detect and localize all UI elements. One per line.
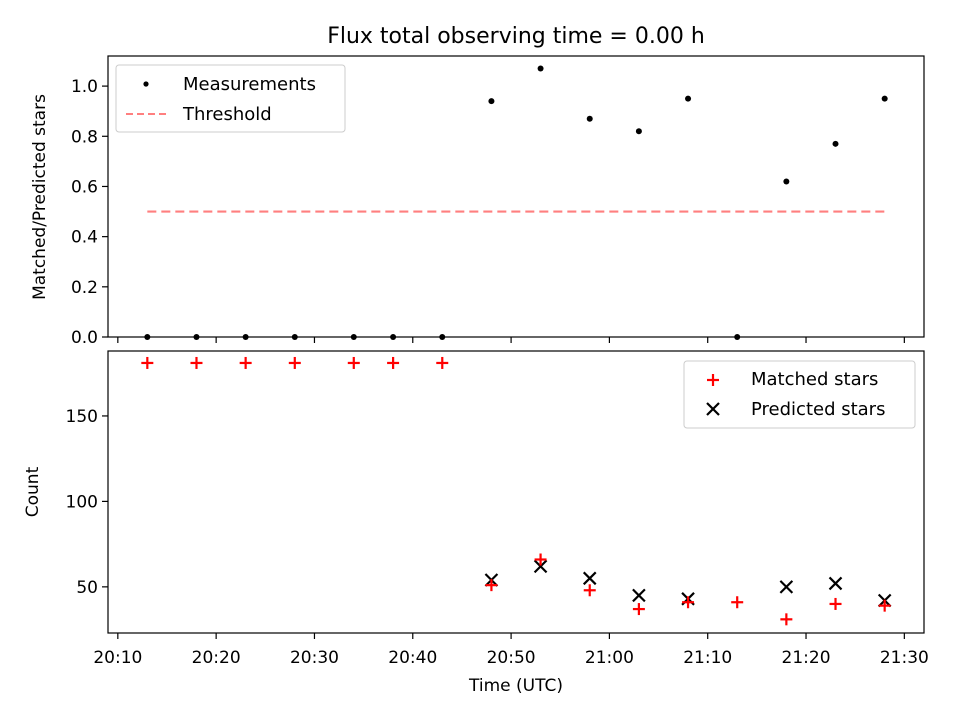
bottom-y-tick-label: 50 [76, 578, 98, 598]
bottom-panel: Count Time (UTC) 50 100 150 20:10 20:20 20:3… [23, 350, 929, 696]
legend-predicted-label: Predicted stars [751, 399, 885, 420]
matched-star-point [485, 579, 498, 592]
top-legend-box [115, 64, 346, 133]
bottom-x-tick-label: 20:20 [192, 648, 241, 668]
predicted-star-point [779, 580, 794, 594]
matched-star-point [190, 356, 203, 369]
matched-star-point [141, 356, 154, 369]
matched-star-point [347, 356, 360, 369]
top-y-tick-label: 0.4 [71, 228, 98, 248]
bottom-legend: Matched stars Predicted stars [683, 360, 916, 429]
top-y-tick-label: 1.0 [71, 77, 98, 97]
bottom-plot-frame [107, 350, 925, 634]
bottom-y-tick-label: 100 [66, 492, 98, 512]
matched-star-point [829, 597, 842, 610]
matched-star-point [731, 596, 744, 609]
top-y-tick-label: 0.6 [71, 177, 98, 197]
bottom-x-tick-label: 20:50 [487, 648, 536, 668]
bottom-series-layer [141, 356, 892, 626]
top-y-tick-label: 0.8 [71, 127, 98, 147]
matched-star-point [436, 356, 449, 369]
legend-threshold-label: Threshold [182, 104, 272, 125]
top-plot-frame [107, 55, 925, 338]
matched-star-point [583, 584, 596, 597]
legend-matched-label: Matched stars [751, 369, 878, 390]
matched-star-point [534, 553, 547, 566]
legend-measurements-label: Measurements [183, 74, 316, 95]
measurement-point [488, 98, 495, 105]
measurement-point [635, 128, 642, 135]
matched-star-point [288, 356, 301, 369]
matched-star-point [239, 356, 252, 369]
legend-predicted-marker [706, 402, 720, 416]
predicted-star-point [632, 588, 646, 603]
matched-star-point [632, 603, 645, 616]
bottom-x-tick-label: 20:10 [93, 648, 142, 668]
top-y-tick-label: 0.2 [71, 278, 98, 298]
bottom-legend-box [683, 360, 916, 429]
x-axis-label: Time (UTC) [468, 676, 563, 696]
bottom-x-ticks: 20:10 20:20 20:30 20:40 20:50 21:00 21:10 21:20… [93, 633, 929, 668]
bottom-x-tick-label: 20:30 [290, 648, 339, 668]
bottom-x-tick-label: 21:10 [683, 648, 732, 668]
bottom-y-axis-label: Count [23, 466, 43, 517]
bottom-y-ticks: 50 100 150 [66, 407, 108, 598]
bottom-x-tick-label: 21:20 [782, 648, 831, 668]
predicted-star-point [533, 559, 548, 574]
bottom-x-tick-label: 21:00 [585, 648, 634, 668]
bottom-x-tick-label: 21:30 [880, 648, 929, 668]
predicted-star-point [828, 576, 843, 591]
matched-star-point [387, 356, 400, 369]
measurement-point [783, 178, 790, 185]
measurement-point [537, 65, 544, 72]
measurement-point [881, 95, 888, 102]
matched-star-point [682, 596, 695, 609]
top-y-axis-label: Matched/Predicted stars [30, 94, 50, 300]
top-x-ticks [117, 337, 905, 343]
matched-star-point [780, 613, 793, 626]
figure-title: Flux total observing time = 0.00 h [327, 24, 705, 49]
matched-star-point [878, 599, 891, 612]
measurement-point [832, 140, 839, 147]
legend-matched-marker [707, 374, 719, 386]
top-y-ticks: 0.0 0.2 0.4 0.6 0.8 1.0 [71, 77, 108, 348]
bottom-x-tick-label: 20:40 [388, 648, 437, 668]
measurement-point [685, 95, 692, 102]
top-panel: Matched/Predicted stars 0.0 0.2 0.4 0.6 0.8 1… [30, 55, 925, 348]
top-y-tick-label: 0.0 [71, 328, 98, 348]
measurement-point [586, 115, 593, 122]
bottom-y-tick-label: 150 [66, 407, 98, 427]
top-legend: Measurements Threshold [115, 64, 346, 133]
predicted-star-point [582, 571, 597, 586]
legend-measurements-marker [143, 81, 149, 87]
